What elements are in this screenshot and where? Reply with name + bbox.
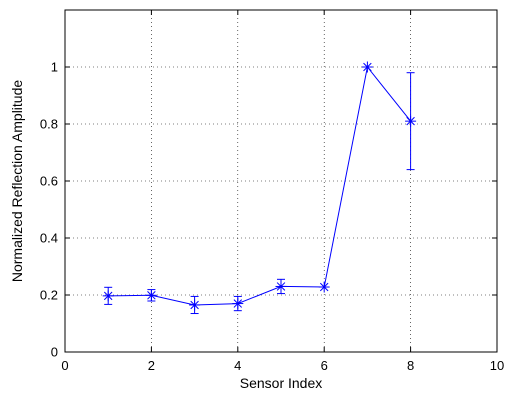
data-point [189,299,201,311]
y-tick-label: 0.6 [40,174,58,189]
y-tick-label: 1 [51,60,58,75]
tick-labels: 0 2 4 6 8 10 0 0.2 0.4 0.6 0.8 1 [40,60,504,374]
x-tick-label: 10 [490,358,504,373]
series-line [108,65,411,306]
x-tick-label: 0 [61,358,68,373]
data-point [405,115,417,127]
data-point [318,281,330,293]
data-point [232,298,244,310]
axes [64,9,498,353]
grid-lines [65,10,497,352]
data-point [361,61,373,73]
x-tick-label: 6 [321,358,328,373]
x-tick-label: 2 [148,358,155,373]
y-axis-label: Normalized Reflection Amplitude [9,80,25,283]
y-tick-label: 0.4 [40,231,58,246]
x-tick-label: 4 [234,358,241,373]
x-axis-label: Sensor Index [240,375,323,391]
x-tick-label: 8 [407,358,414,373]
data-point [102,290,114,302]
y-tick-label: 0.2 [40,288,58,303]
y-tick-label: 0.8 [40,117,58,132]
data-point [275,280,287,292]
data-series [102,61,417,315]
y-tick-label: 0 [51,345,58,360]
data-point [145,289,157,301]
